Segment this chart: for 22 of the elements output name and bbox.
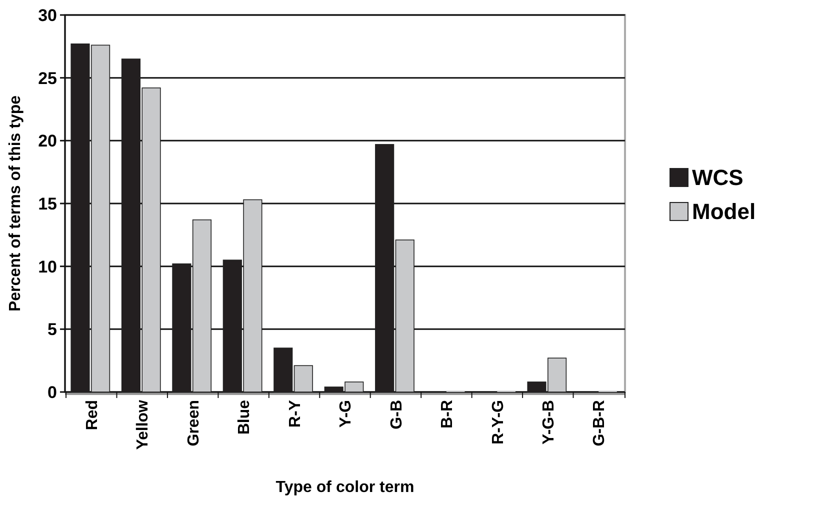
y-tick-label: 10 bbox=[38, 257, 57, 276]
y-tick-label: 0 bbox=[48, 382, 57, 402]
x-tick-label: Y-G-B bbox=[540, 400, 558, 444]
y-tick-label: 20 bbox=[38, 132, 57, 151]
y-tick-label: 15 bbox=[38, 194, 57, 214]
x-tick-label: Y-G bbox=[338, 400, 355, 428]
x-tick-label: B-R bbox=[439, 400, 456, 428]
x-axis-title: Type of color term bbox=[276, 479, 414, 496]
x-tick-label: G-B-R bbox=[591, 400, 608, 446]
legend-label: WCS bbox=[692, 165, 744, 190]
x-tick-label: Blue bbox=[236, 400, 254, 435]
y-tick-label: 30 bbox=[38, 6, 57, 25]
x-tick-label: Red bbox=[84, 400, 101, 430]
x-tick-label: R-Y-G bbox=[490, 400, 507, 444]
x-tick-label: Yellow bbox=[134, 399, 152, 450]
y-tick-label: 25 bbox=[38, 68, 57, 88]
x-tick-label: G-B bbox=[388, 400, 406, 430]
x-tick-label: Green bbox=[185, 400, 202, 446]
legend-label: Model bbox=[692, 199, 756, 224]
x-tick-label: R-Y bbox=[286, 400, 304, 428]
y-tick-label: 5 bbox=[48, 320, 57, 340]
y-axis-title: Percent of terms of this type bbox=[7, 95, 24, 312]
